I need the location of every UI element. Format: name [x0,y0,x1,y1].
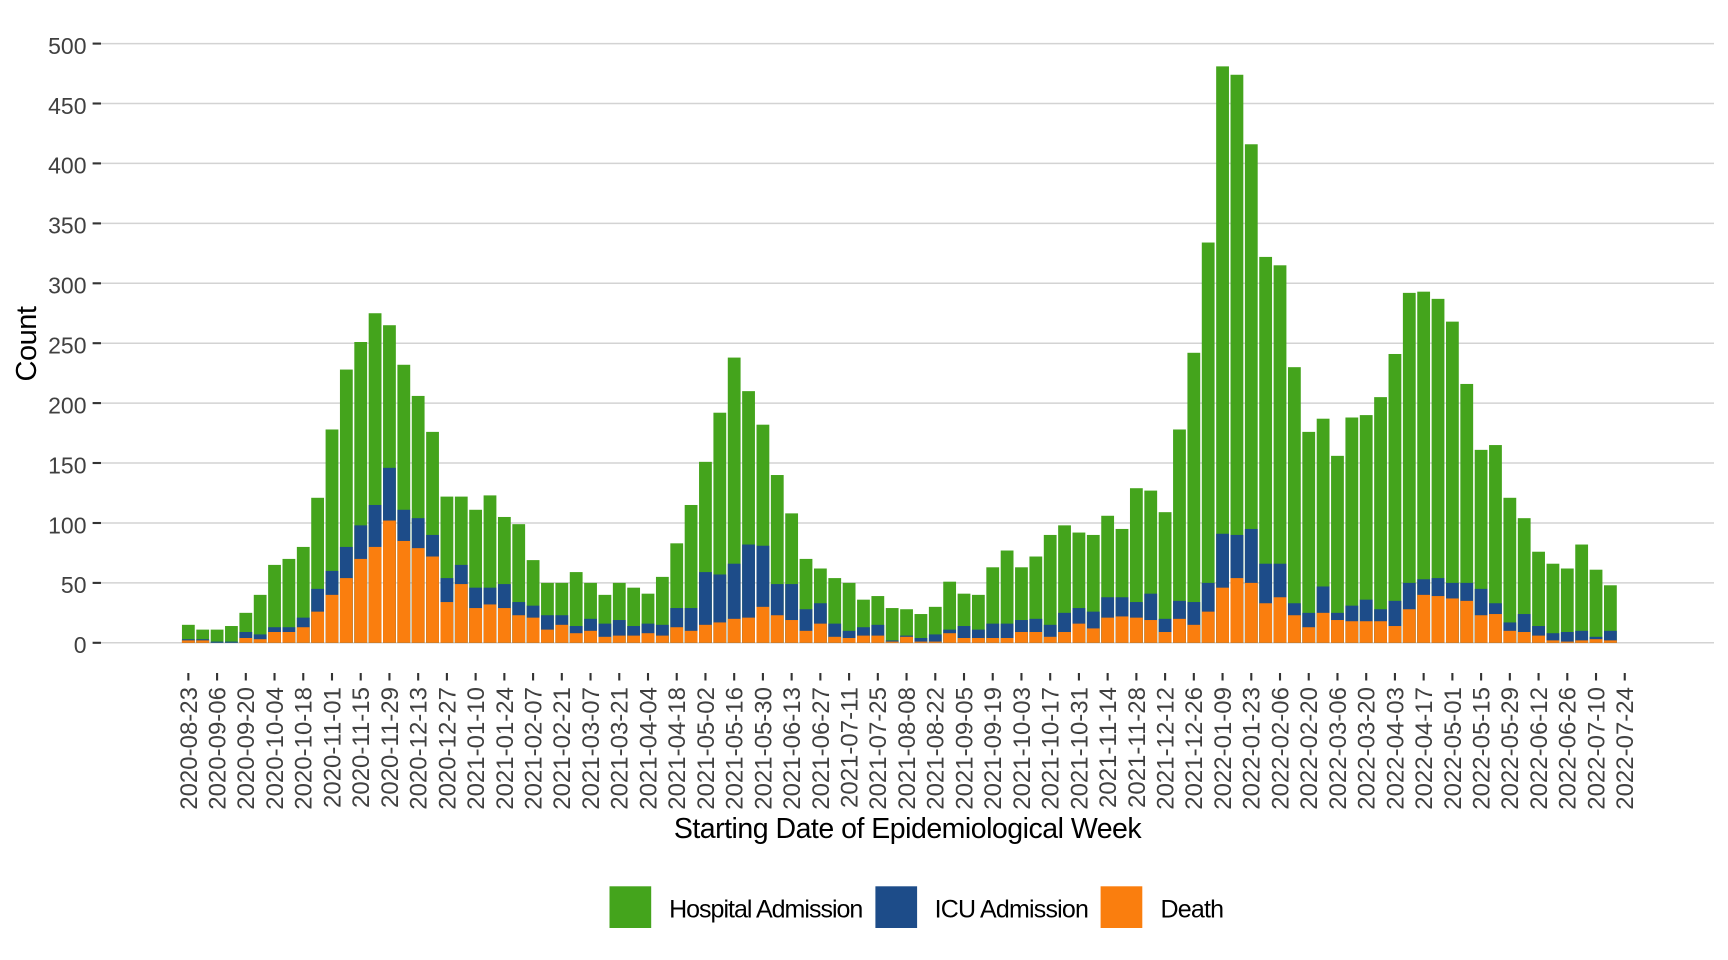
svg-text:Death: Death [1161,895,1224,923]
svg-text:2022-07-24: 2022-07-24 [1612,687,1639,810]
svg-text:2021-02-07: 2021-02-07 [520,687,547,810]
svg-text:ICU Admission: ICU Admission [935,895,1089,923]
svg-text:2020-12-27: 2020-12-27 [434,687,461,810]
svg-text:2022-03-20: 2022-03-20 [1354,687,1381,810]
svg-text:2021-07-11: 2021-07-11 [836,687,863,808]
svg-text:2021-06-27: 2021-06-27 [808,687,835,810]
svg-text:2021-05-02: 2021-05-02 [693,687,720,810]
svg-text:2020-09-20: 2020-09-20 [233,687,260,810]
svg-text:100: 100 [48,512,86,538]
svg-text:450: 450 [48,93,86,119]
svg-text:2020-08-23: 2020-08-23 [176,687,203,810]
svg-text:2022-05-15: 2022-05-15 [1469,687,1496,810]
svg-text:2021-09-05: 2021-09-05 [951,687,978,810]
svg-text:2022-05-29: 2022-05-29 [1497,687,1524,810]
svg-text:2020-12-13: 2020-12-13 [406,687,433,810]
svg-text:2021-03-21: 2021-03-21 [607,687,634,810]
svg-text:2021-10-31: 2021-10-31 [1066,687,1093,810]
svg-text:250: 250 [48,333,86,359]
svg-text:2020-11-01: 2020-11-01 [319,687,346,808]
svg-text:2021-05-16: 2021-05-16 [722,687,749,810]
svg-text:2020-09-06: 2020-09-06 [204,687,231,810]
svg-text:2021-12-26: 2021-12-26 [1181,687,1208,810]
svg-text:2022-03-06: 2022-03-06 [1325,687,1352,810]
svg-text:Count: Count [11,306,43,381]
svg-text:2021-04-18: 2021-04-18 [664,687,691,810]
svg-text:2021-01-24: 2021-01-24 [492,687,519,810]
svg-text:2021-08-08: 2021-08-08 [894,687,921,810]
svg-text:400: 400 [48,153,86,179]
svg-text:2020-10-04: 2020-10-04 [262,687,289,810]
svg-text:2022-01-23: 2022-01-23 [1239,687,1266,810]
svg-text:2021-12-12: 2021-12-12 [1153,687,1180,810]
svg-text:2021-11-28: 2021-11-28 [1124,687,1151,808]
svg-text:2022-04-17: 2022-04-17 [1411,687,1438,810]
svg-text:2022-07-10: 2022-07-10 [1583,687,1610,810]
svg-text:300: 300 [48,273,86,299]
svg-text:2020-11-15: 2020-11-15 [348,687,375,808]
svg-text:2021-09-19: 2021-09-19 [980,687,1007,810]
svg-text:2020-10-18: 2020-10-18 [291,687,318,810]
svg-text:50: 50 [61,572,87,598]
svg-text:2021-06-13: 2021-06-13 [779,687,806,810]
svg-text:2022-06-26: 2022-06-26 [1555,687,1582,810]
svg-text:350: 350 [48,213,86,239]
svg-text:2021-10-03: 2021-10-03 [1009,687,1036,810]
svg-text:2021-02-21: 2021-02-21 [549,687,576,810]
svg-text:2022-02-20: 2022-02-20 [1296,687,1323,810]
svg-text:2021-03-07: 2021-03-07 [578,687,605,810]
svg-text:150: 150 [48,452,86,478]
svg-text:2021-01-10: 2021-01-10 [463,687,490,810]
svg-text:2022-06-12: 2022-06-12 [1526,687,1553,810]
svg-text:2022-04-03: 2022-04-03 [1382,687,1409,810]
svg-text:2022-01-09: 2022-01-09 [1210,687,1237,810]
svg-text:2021-10-17: 2021-10-17 [1038,687,1065,810]
svg-text:2021-05-30: 2021-05-30 [750,687,777,810]
svg-text:Hospital Admission: Hospital Admission [669,895,862,923]
svg-text:2020-11-29: 2020-11-29 [377,687,404,808]
svg-text:Starting Date of Epidemiologic: Starting Date of Epidemiological Week [674,813,1143,845]
svg-text:2021-04-04: 2021-04-04 [635,687,662,810]
svg-text:2021-08-22: 2021-08-22 [923,687,950,810]
svg-text:2021-07-25: 2021-07-25 [865,687,892,810]
svg-text:200: 200 [48,392,86,418]
svg-text:0: 0 [74,632,87,658]
svg-text:2022-02-06: 2022-02-06 [1267,687,1294,810]
svg-text:2022-05-01: 2022-05-01 [1440,687,1467,810]
svg-text:500: 500 [48,33,86,59]
svg-text:2021-11-14: 2021-11-14 [1095,687,1122,808]
